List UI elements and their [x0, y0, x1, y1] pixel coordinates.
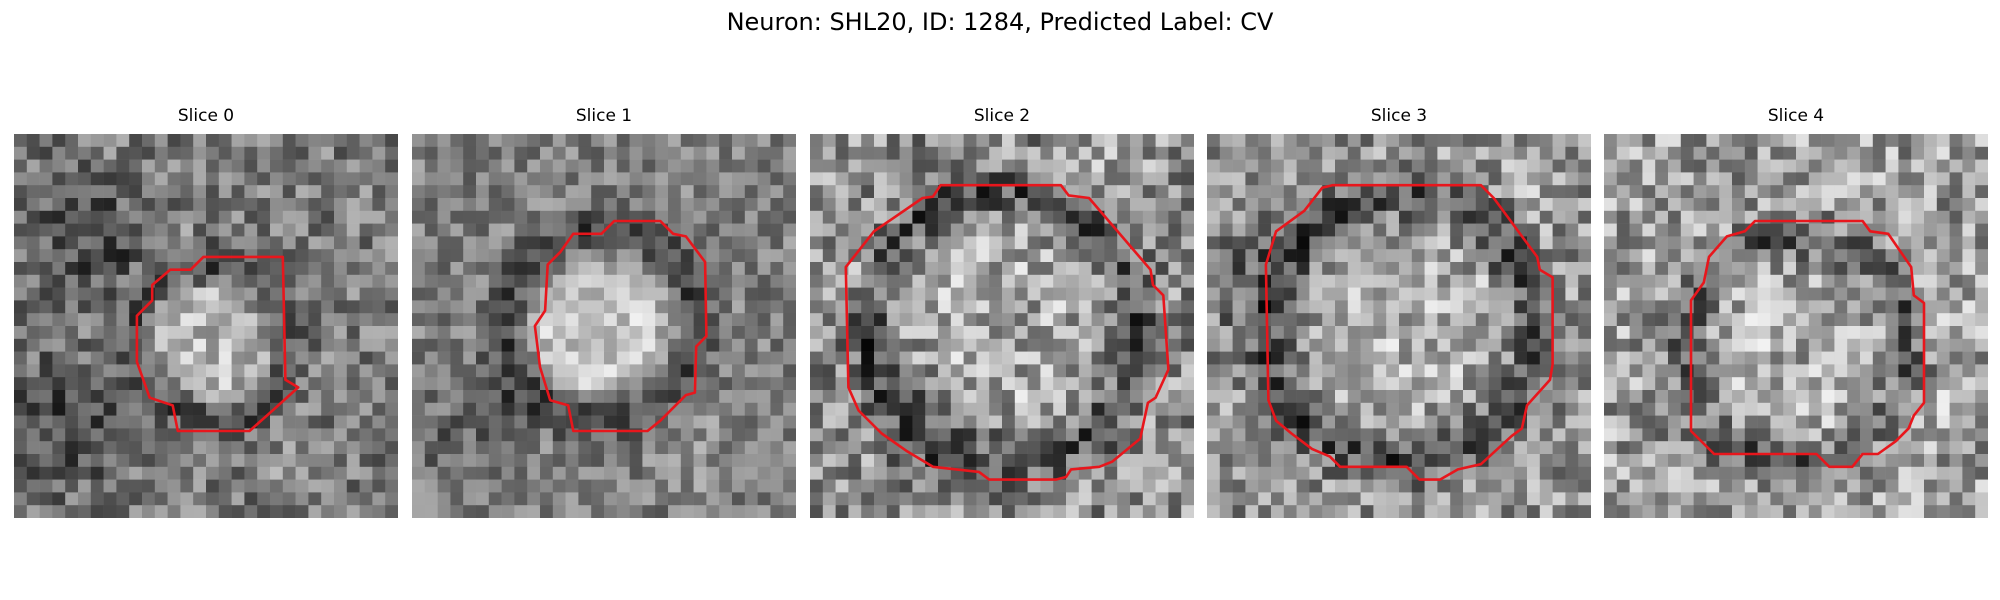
slice-title: Slice 4 — [1767, 106, 1825, 126]
slice-panel-4: Slice 4 — [1604, 104, 1988, 518]
slice-title: Slice 0 — [177, 106, 235, 126]
segmentation-contour — [533, 219, 708, 433]
slice-title: Slice 2 — [973, 106, 1031, 126]
slice-panel-0: Slice 0 — [14, 104, 398, 518]
segmentation-contour — [1689, 219, 1926, 469]
image-pixels — [1207, 134, 1591, 518]
slice-title: Slice 1 — [575, 106, 633, 126]
slice-image — [810, 134, 1194, 518]
image-pixels — [810, 134, 1194, 518]
slice-panel-3: Slice 3 — [1207, 104, 1591, 518]
slice-title: Slice 3 — [1370, 106, 1428, 126]
image-pixels — [412, 134, 796, 518]
figure-title: Neuron: SHL20, ID: 1284, Predicted Label… — [726, 8, 1274, 36]
image-pixels — [14, 134, 398, 518]
slice-image — [1604, 134, 1988, 518]
image-pixels — [1604, 134, 1988, 518]
slice-image — [1207, 134, 1591, 518]
segmentation-contour — [844, 183, 1170, 481]
segmentation-contour — [1264, 183, 1554, 481]
slice-image — [14, 134, 398, 518]
slice-panel-1: Slice 1 — [412, 104, 796, 518]
segmentation-contour — [135, 255, 300, 433]
slice-image — [412, 134, 796, 518]
slice-panel-2: Slice 2 — [810, 104, 1194, 518]
